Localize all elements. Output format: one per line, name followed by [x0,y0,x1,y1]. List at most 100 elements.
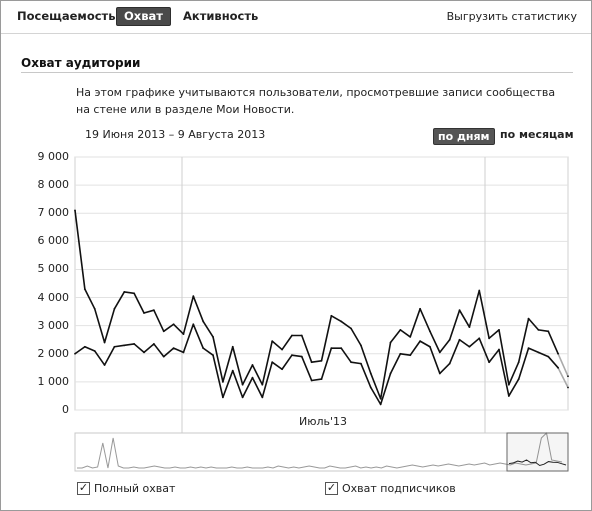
legend-label: Полный охват [94,482,176,495]
data-point [123,291,126,293]
series-line-2 [74,323,559,406]
data-point [310,361,313,364]
data-point [271,340,274,343]
data-point [438,372,441,375]
data-point [291,354,293,357]
data-point [281,368,283,371]
data-point [399,328,402,331]
data-point [527,347,530,350]
data-point [567,386,569,389]
data-point [507,383,510,386]
data-point [74,209,76,212]
y-tick-label: 3 000 [37,318,70,332]
data-point [202,347,205,350]
data-point [458,309,461,312]
y-tick-label: 8 000 [37,178,70,192]
data-point [300,355,303,358]
data-point [291,334,293,337]
data-point [192,295,195,298]
data-point [429,345,431,348]
data-point [547,330,550,333]
data-point [83,288,86,291]
data-point [379,397,382,400]
overview-line [77,431,563,469]
data-point [468,345,471,348]
full-reach-checkbox[interactable]: ✓ [77,481,90,495]
data-point [478,337,481,340]
section-title: Охват аудитории [21,56,141,70]
data-point [389,372,392,375]
data-point [123,344,126,347]
export-stats-link[interactable]: Выгрузить статистику [446,10,577,23]
data-point [182,333,185,335]
data-point [369,372,372,375]
data-point [222,396,224,399]
data-point [172,347,175,350]
data-point [567,375,569,378]
data-point [162,355,165,358]
data-point [350,327,352,330]
data-point [212,336,214,338]
data-point [537,328,540,331]
date-range: 19 Июня 2013 – 9 Августа 2013 [85,128,266,141]
data-point [537,351,540,354]
data-point [222,380,224,383]
data-point [93,350,96,352]
data-point [557,352,560,355]
y-tick-label: 5 000 [37,262,70,276]
data-point [212,354,214,357]
data-point [429,330,431,333]
tab-attendance[interactable]: Посещаемость [17,9,116,23]
series-line-1 [74,210,559,400]
plot-area [74,156,569,411]
y-tick-label: 9 000 [37,150,70,163]
data-point [557,366,560,369]
data-point [231,345,234,348]
data-point [251,364,254,366]
tab-reach[interactable]: Охват [116,7,171,26]
data-point [448,338,451,341]
data-point [340,320,343,323]
data-point [241,396,244,399]
data-point [438,351,441,354]
data-point [488,361,491,364]
data-point [152,343,155,345]
data-point [507,395,510,397]
x-axis-label: Июль'13 [299,415,348,428]
data-point [330,347,333,350]
data-point [320,378,323,380]
data-point [458,338,461,341]
y-tick-label: 0 [62,403,69,416]
data-point [330,314,333,317]
data-point [360,344,362,347]
by-month-button[interactable]: по месяцам [500,128,574,141]
data-point [468,326,471,328]
legend-full-reach[interactable]: ✓ Полный охват [77,482,175,495]
data-point [360,362,362,365]
legend-subscriber-reach[interactable]: ✓ Охват подписчиков [325,482,456,495]
tab-activity[interactable]: Активность [183,9,259,23]
data-point [152,309,155,312]
data-point [261,383,264,386]
overview-strip [74,432,569,472]
data-point [74,352,76,355]
data-point [379,403,382,406]
by-day-button[interactable]: по дням [433,128,495,145]
data-point [399,352,402,355]
data-point [517,361,520,364]
data-point [369,386,372,389]
data-point [448,362,451,365]
data-point [103,364,106,366]
data-point [409,354,412,357]
data-point [281,348,283,351]
data-point [182,351,185,354]
data-point [517,378,520,380]
data-point [143,312,145,314]
data-point [498,348,500,351]
subscriber-reach-checkbox[interactable]: ✓ [325,481,338,495]
data-point [488,337,491,340]
data-point [320,359,323,362]
data-point [419,340,421,343]
data-point [241,383,244,386]
